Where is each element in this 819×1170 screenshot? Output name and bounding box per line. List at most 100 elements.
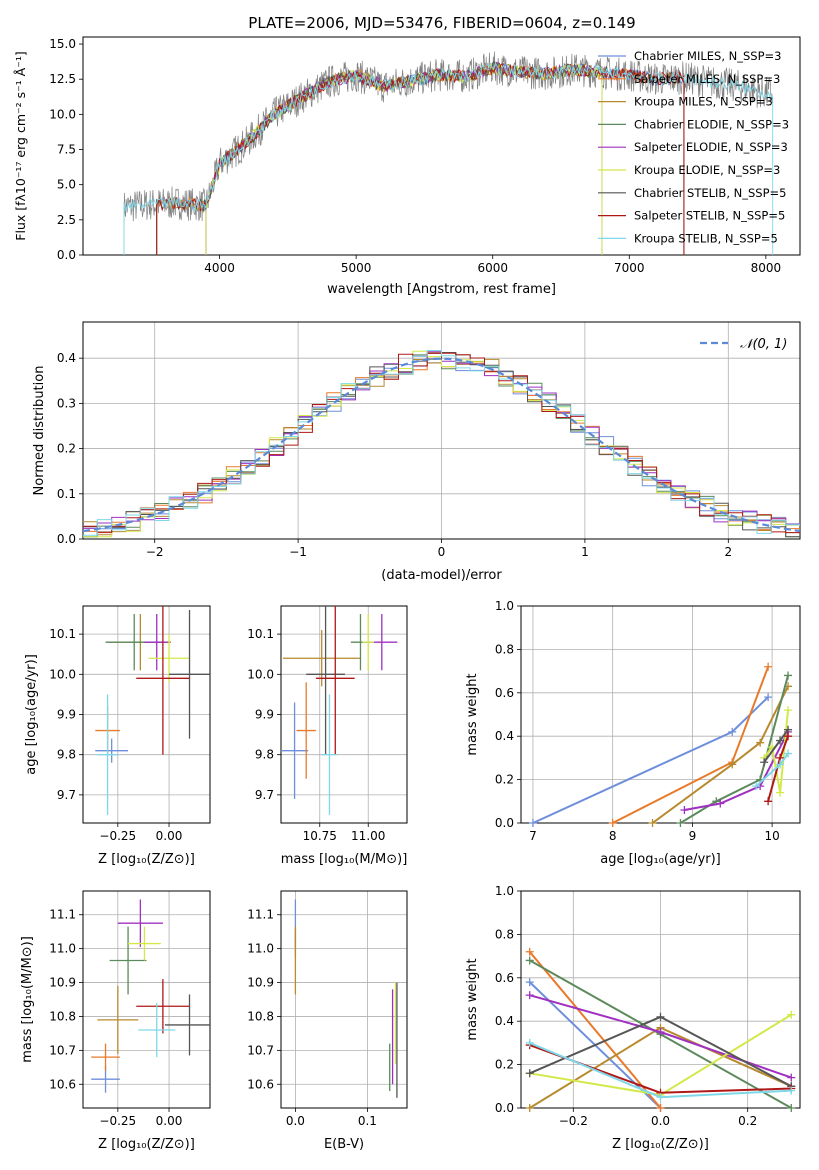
weight-marker <box>776 760 785 769</box>
weight-marker <box>676 819 685 827</box>
weight-marker <box>787 1104 796 1112</box>
x-axis-label: E(B-V) <box>324 1137 364 1152</box>
y-tick-label: 9.8 <box>255 748 274 762</box>
y-tick-label: 0.2 <box>495 1058 514 1072</box>
x-tick-label: 10.75 <box>303 829 337 843</box>
y-tick-label: 0.0 <box>57 532 76 546</box>
x-tick-label: 0.00 <box>156 829 183 843</box>
y-tick-label: 9.9 <box>57 708 76 722</box>
x-tick-label: −0.25 <box>99 829 136 843</box>
weight-line <box>679 675 789 823</box>
legend-entry: Chabrier ELODIE, N_SSP=3 <box>634 117 789 131</box>
y-tick-label: 10.1 <box>49 627 76 641</box>
y-tick-label: 10.8 <box>247 1009 274 1023</box>
y-tick-label: 9.7 <box>57 788 76 802</box>
weight-marker <box>656 1104 665 1112</box>
residual-histogram <box>83 350 800 538</box>
y-tick-label: 0.4 <box>495 729 514 743</box>
legend-entry: Kroupa MILES, N_SSP=3 <box>634 95 773 109</box>
legend-entry: 𝒩(0, 1) <box>740 337 787 352</box>
weight-marker <box>752 782 761 791</box>
weight-line <box>651 685 789 823</box>
x-tick-label: 8 <box>609 829 617 843</box>
weight-marker <box>525 1069 534 1078</box>
mass-vs-metallicity-panel: −0.25 0.00 10.6 10.7 10.8 10.9 11.0 11.1 Z [log₁… <box>20 890 211 1152</box>
weight-marker <box>525 978 534 987</box>
x-tick-label: 0.00 <box>156 1114 183 1128</box>
y-tick-label: 11.1 <box>49 908 76 922</box>
y-axis-label: Flux [fλ10⁻¹⁷ erg cm⁻² s⁻¹ Å⁻¹] <box>13 51 28 240</box>
x-tick-label: 2 <box>724 545 732 559</box>
y-tick-label: 0.4 <box>57 351 76 365</box>
y-tick-label: 10.9 <box>49 976 76 990</box>
weight-marker <box>525 947 534 956</box>
weight-marker <box>787 1010 796 1019</box>
age-vs-metallicity-panel: −0.25 0.00 9.7 9.8 9.9 10.0 10.1 Z [log₁₀(Z/Z⊙)… <box>24 605 211 867</box>
mass-weight-vs-metallicity-panel: −0.2 0.0 0.2 0.0 0.2 0.4 0.6 0.8 1.0 Z [log₁₀(Z/Z… <box>465 884 801 1152</box>
weight-marker <box>608 819 617 827</box>
x-axis-label: age [log₁₀(age/yr)] <box>600 852 721 867</box>
y-tick-label: 2.5 <box>57 213 76 227</box>
x-tick-label: 6000 <box>477 261 508 275</box>
weight-marker <box>528 819 537 827</box>
spectrum-title: PLATE=2006, MJD=53476, FIBERID=0604, z=0… <box>248 14 635 32</box>
x-tick-label: 11.00 <box>351 829 385 843</box>
y-tick-label: 10.6 <box>247 1077 274 1091</box>
y-axis-label: Normed distribution <box>32 366 47 496</box>
x-tick-label: 7000 <box>614 261 645 275</box>
weight-line <box>528 951 662 1108</box>
y-tick-label: 10.8 <box>49 1009 76 1023</box>
weight-marker <box>760 758 769 767</box>
x-tick-label: 0 <box>438 545 446 559</box>
y-tick-label: 0.4 <box>495 1014 514 1028</box>
weight-marker <box>716 799 725 808</box>
plot-frame <box>82 605 211 824</box>
x-axis-label: (data-model)/error <box>381 568 502 583</box>
weight-marker <box>525 956 534 965</box>
y-axis-label: mass weight <box>465 958 480 1040</box>
plot-frame <box>280 890 408 1109</box>
y-axis-label: age [log₁₀(age/yr)] <box>24 654 39 775</box>
x-tick-label: 9 <box>689 829 697 843</box>
weight-marker <box>656 1028 665 1037</box>
weight-marker <box>525 1104 534 1112</box>
age-vs-mass-panel: 10.75 11.00 9.7 9.8 9.9 10.0 10.1 mass [log₁₀(M… <box>247 605 408 867</box>
y-tick-label: 0.6 <box>495 686 514 700</box>
y-tick-label: 10.6 <box>49 1077 76 1091</box>
weight-marker <box>787 1073 796 1082</box>
y-tick-label: 10.7 <box>49 1043 76 1057</box>
weight-marker <box>764 693 773 702</box>
y-tick-label: 0.3 <box>57 396 76 410</box>
y-tick-label: 0.0 <box>495 816 514 830</box>
y-tick-label: 10.0 <box>49 667 76 681</box>
weight-marker <box>656 1093 665 1102</box>
y-tick-label: 12.5 <box>49 72 76 86</box>
residual-histogram <box>83 350 800 536</box>
weight-marker <box>525 1038 534 1047</box>
x-tick-label: −0.2 <box>559 1114 588 1128</box>
mass-vs-ebv-panel: 0.0 0.1 10.6 10.7 10.8 10.9 11.0 11.1 E(B-V) <box>247 890 408 1152</box>
mass-weight-vs-age-panel: 7 8 9 10 0.0 0.2 0.4 0.6 0.8 1.0 age [log₁₀(age/yr… <box>465 599 801 867</box>
plot-frame <box>82 321 801 540</box>
normal-curve <box>83 357 800 533</box>
y-tick-label: 7.5 <box>57 143 76 157</box>
y-tick-label: 0.2 <box>495 773 514 787</box>
y-tick-label: 0.0 <box>57 248 76 262</box>
y-tick-label: 11.0 <box>247 942 274 956</box>
weight-marker <box>784 749 793 758</box>
legend-entry: Chabrier MILES, N_SSP=3 <box>634 49 781 63</box>
y-tick-label: 11.1 <box>247 908 274 922</box>
weight-marker <box>756 738 765 747</box>
x-axis-label: Z [log₁₀(Z/Z⊙)] <box>612 1137 709 1152</box>
y-tick-label: 11.0 <box>49 942 76 956</box>
y-tick-label: 10.0 <box>49 107 76 121</box>
observed-spectrum-line <box>123 51 773 225</box>
model-spectrum-line <box>123 61 774 255</box>
weight-marker <box>784 671 793 680</box>
weight-marker <box>784 706 793 715</box>
y-tick-label: 5.0 <box>57 178 76 192</box>
x-tick-label: −1 <box>289 545 307 559</box>
plot-frame <box>82 36 801 256</box>
x-axis-label: mass [log₁₀(M/M⊙)] <box>281 852 408 867</box>
